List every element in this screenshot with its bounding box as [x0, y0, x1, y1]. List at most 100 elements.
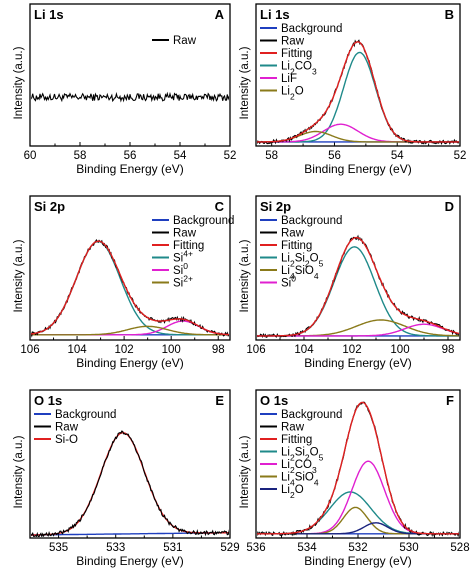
legend-label: LiF	[281, 73, 297, 85]
legend-label: Background	[173, 215, 234, 227]
legend-entry: Background	[260, 215, 342, 227]
panel-E: O 1s E 535 533 531 529 Binding Energy (eV) Inte…	[13, 389, 240, 568]
legend-label-part: Li	[281, 472, 290, 484]
legend-entry: Background	[260, 23, 342, 35]
legend-label-part: 3	[312, 465, 317, 475]
legend-label-part: 2	[290, 259, 295, 269]
panel-frame	[29, 389, 231, 539]
x-tick-label: 106	[20, 344, 39, 356]
legend-label-part: Si	[173, 278, 183, 290]
legend-label-part: 4	[290, 271, 295, 281]
legend-label: Li4SiO4	[281, 265, 319, 281]
legend-label-part: Background	[281, 215, 342, 227]
y-axis-label: Intensity (a.u.)	[239, 435, 251, 508]
series-line-li2o	[257, 522, 459, 535]
panel-letter: B	[445, 7, 454, 22]
legend-entry: LiF	[260, 73, 297, 85]
y-axis-label: Intensity (a.u.)	[13, 435, 25, 508]
panel-element-title: Li 1s	[260, 7, 290, 22]
legend-label-part: 4	[314, 478, 319, 488]
x-tick-label: 104	[67, 344, 87, 356]
plot-area	[257, 39, 459, 145]
legend-entry: Background	[260, 409, 342, 421]
series-line-raw	[31, 238, 229, 338]
legend-label-part: 2+	[183, 274, 193, 284]
legend-label-part: 0	[183, 261, 188, 271]
panel-element-title: Si 2p	[34, 199, 65, 214]
panel-letter: A	[215, 7, 225, 22]
legend-label-part: 2	[290, 92, 295, 102]
legend-entry: Si2+	[152, 274, 193, 290]
legend-label: Fitting	[281, 434, 312, 446]
legend-label-part: 3	[312, 67, 317, 77]
legend-label-part: CO	[295, 61, 312, 73]
legend-label-part: Fitting	[173, 240, 204, 252]
panel-frame	[255, 3, 461, 147]
x-tick-label: 56	[124, 150, 137, 162]
legend-label: Si2+	[173, 274, 193, 290]
legend-label-part: Li	[281, 253, 290, 265]
series-line-si4-	[31, 240, 229, 336]
legend-entry: Si-O	[34, 434, 78, 446]
x-tick-label: 54	[174, 150, 187, 162]
plot-area	[257, 234, 459, 339]
x-tick-label: 56	[328, 150, 341, 162]
panel-letter: E	[215, 393, 224, 408]
legend-label: Raw	[281, 36, 305, 48]
legend-label-part: Raw	[173, 35, 197, 47]
legend-label-part: O	[295, 86, 304, 98]
legend-label: Li2CO3	[281, 61, 317, 77]
x-tick-label: 58	[74, 150, 87, 162]
legend-entry: Fitting	[260, 240, 312, 252]
legend-entry: Li2Si2O5	[260, 253, 324, 269]
legend-label-part: SiO	[295, 472, 314, 484]
legend-label-part: Fitting	[281, 240, 312, 252]
legend-label-part: O	[295, 484, 304, 496]
legend-label-part: LiF	[281, 73, 297, 85]
x-tick-label: 100	[162, 344, 181, 356]
series-line-fitting	[257, 401, 459, 535]
legend-label: Raw	[281, 228, 305, 240]
panel-element-title: O 1s	[34, 393, 62, 408]
series-line-raw	[31, 430, 229, 537]
legend-entry: Background	[34, 409, 116, 421]
legend-label: Li2O	[281, 86, 304, 102]
legend-label-part: Li	[281, 459, 290, 471]
legend-label-part: Fitting	[281, 434, 312, 446]
series-line-fitting	[257, 41, 459, 143]
legend-entry: Fitting	[152, 240, 204, 252]
series-line-fitting	[31, 240, 229, 336]
legend-label-part: Background	[173, 215, 234, 227]
legend-label-part: Raw	[281, 422, 305, 434]
panel-letter: D	[445, 199, 454, 214]
panel-B: Li 1s B 58 56 54 52 Binding Energy (eV) Intensi…	[239, 3, 466, 176]
x-tick-label: 529	[220, 542, 239, 554]
legend-label-part: 2	[290, 453, 295, 463]
legend-label: Li2O	[281, 484, 304, 500]
legend-label-part: Raw	[55, 422, 79, 434]
legend-label-part: Raw	[281, 228, 305, 240]
legend-label-part: Fitting	[281, 48, 312, 60]
legend-entry: Li2Si2O5	[260, 447, 324, 463]
legend-label-part: Raw	[173, 228, 197, 240]
x-axis-label: Binding Energy (eV)	[304, 356, 411, 370]
legend-label-part: 4+	[183, 249, 193, 259]
legend-entry: Raw	[152, 228, 197, 240]
legend-label-part: Background	[281, 409, 342, 421]
panel-element-title: O 1s	[260, 393, 288, 408]
legend-label-part: Si	[173, 253, 183, 265]
legend-label-part: 2	[305, 259, 310, 269]
legend-label-part: Si	[173, 265, 183, 277]
panel-frame	[29, 3, 231, 147]
panel-frame	[29, 195, 231, 341]
legend-label-part: 0	[291, 274, 296, 284]
y-axis-label: Intensity (a.u.)	[239, 239, 251, 312]
y-axis-label: Intensity (a.u.)	[13, 239, 25, 312]
legend-label: Fitting	[173, 240, 204, 252]
series-line-si0	[31, 320, 229, 336]
x-axis-label: Binding Energy (eV)	[76, 554, 183, 568]
legend-label: Si4+	[173, 249, 193, 265]
